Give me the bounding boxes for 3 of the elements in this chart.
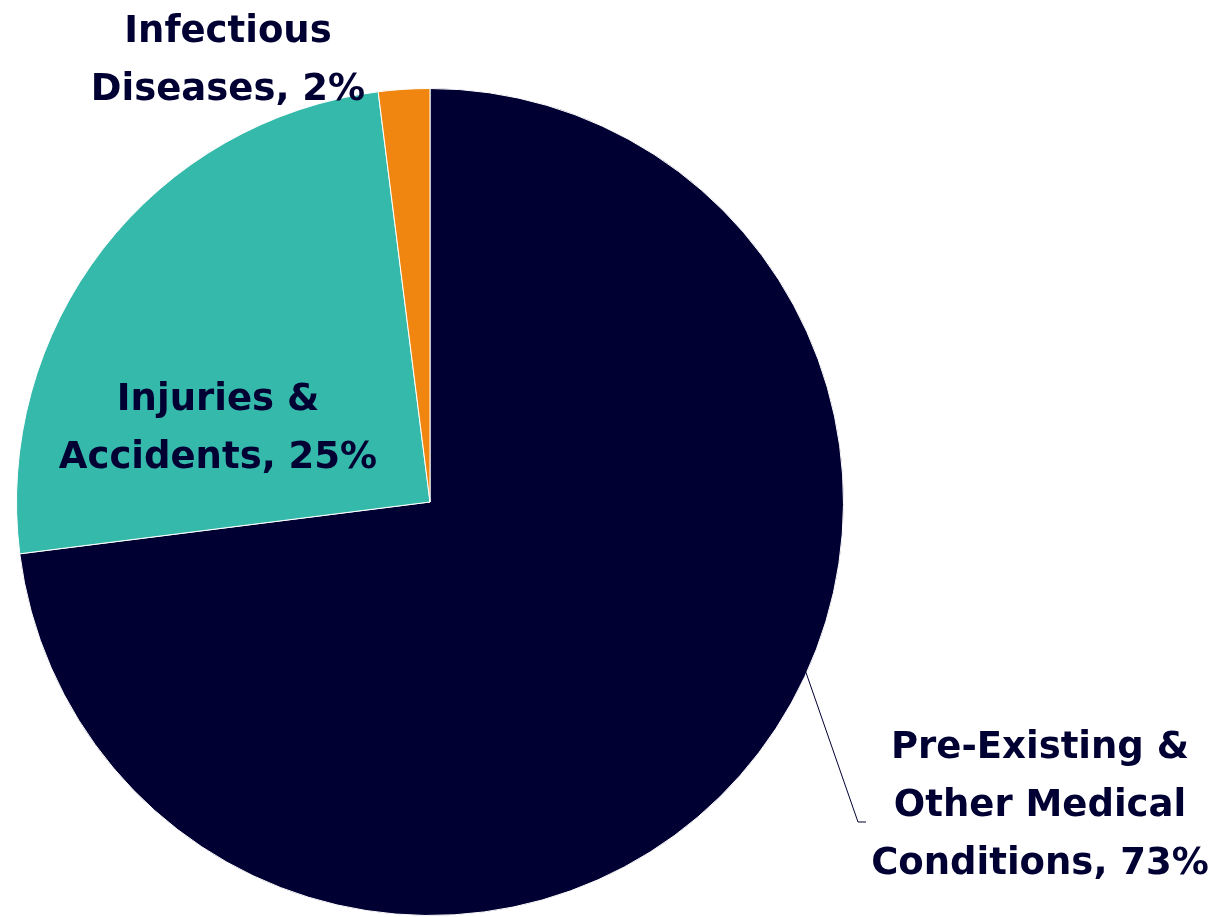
slice-label: Infectious Diseases, 2% [90, 7, 366, 109]
slice-label: Pre-Existing & Other Medical Conditions, 73% [871, 723, 1209, 883]
slice-label: Injuries & Accidents, 25% [58, 375, 378, 477]
